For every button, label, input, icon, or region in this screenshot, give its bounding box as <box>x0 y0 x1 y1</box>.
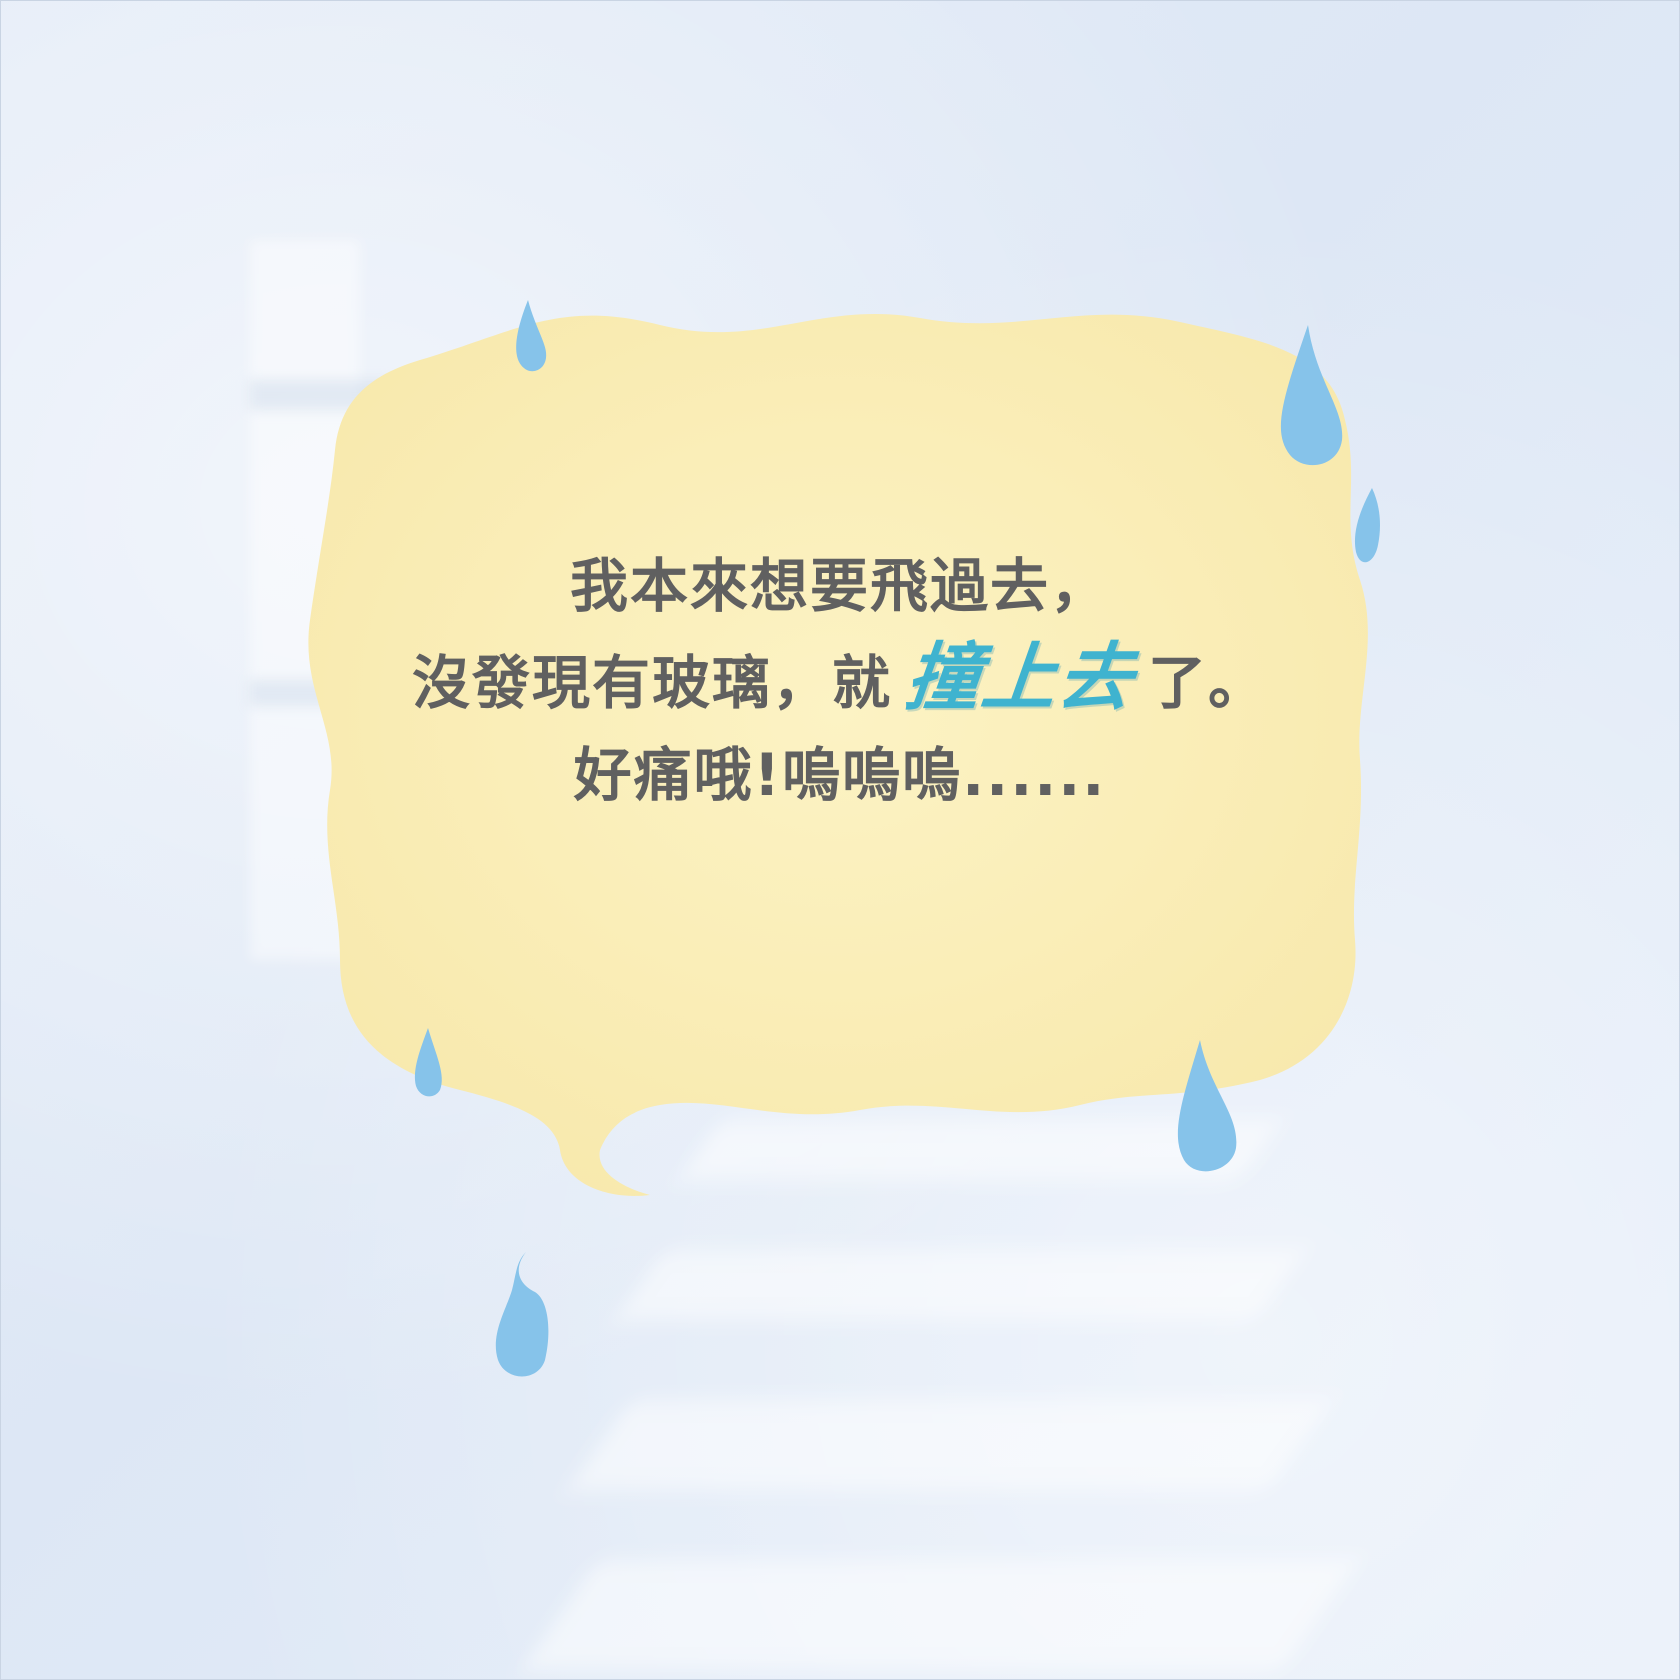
speech-text: 我本來想要飛過去， 沒發現有玻璃，就 撞上去 了。 好痛哦!嗚嗚嗚...... <box>280 540 1400 821</box>
water-drop-icon <box>1354 488 1380 563</box>
speech-line-2: 沒發現有玻璃，就 撞上去 了。 <box>280 632 1400 729</box>
speech-line-2-suffix: 了。 <box>1148 649 1269 717</box>
water-drop-icon <box>414 1028 442 1097</box>
speech-highlight: 撞上去 <box>901 635 1139 721</box>
speech-bubble <box>308 313 1368 1196</box>
water-drop-icon <box>1177 1040 1237 1172</box>
speech-line-3: 好痛哦!嗚嗚嗚...... <box>573 741 1107 809</box>
water-drop-icon <box>495 1252 549 1377</box>
speech-line-2-prefix: 沒發現有玻璃，就 <box>411 649 892 717</box>
water-drop-icon <box>516 300 547 372</box>
speech-line-1: 我本來想要飛過去， <box>569 552 1110 620</box>
water-drop-icon <box>1280 325 1343 466</box>
